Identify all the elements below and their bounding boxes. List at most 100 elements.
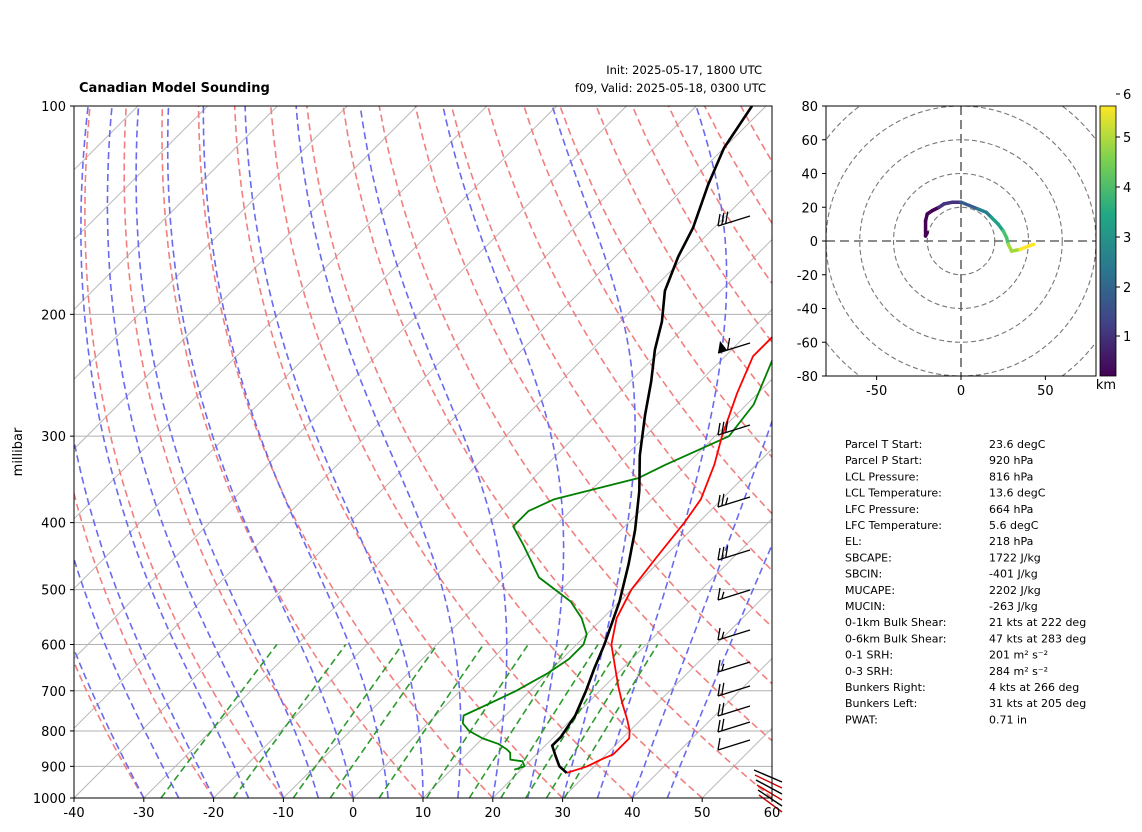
colorbar-tick-label: 5 [1123, 131, 1131, 146]
hodo-y-tick-label: 0 [810, 235, 818, 250]
moist-adiabat [74, 647, 145, 798]
mixing-ratio-line [232, 644, 347, 798]
colorbar-ticks: 1 2 3 4 5 6 [1116, 88, 1131, 345]
y-tick-label: 300 [41, 430, 66, 445]
init-time: Init: 2025-05-17, 1800 UTC [606, 63, 762, 77]
isotherm [701, 727, 772, 798]
y-tick-label: 400 [41, 517, 66, 532]
isotherm [74, 106, 208, 241]
barb-staff [717, 589, 751, 601]
dry-adiabat [74, 659, 145, 798]
moist-adiabat [295, 106, 462, 798]
hodo-y-tick-label: 80 [801, 100, 818, 115]
hodo-y-tick-label: 60 [801, 134, 818, 149]
isotherm [74, 106, 418, 450]
param-label: LFC Pressure: [845, 503, 919, 516]
param-value: 201 m² s⁻² [989, 649, 1048, 662]
isotherm [422, 448, 772, 798]
mixing-ratio-line [545, 644, 642, 798]
x-tick-label: 30 [554, 806, 571, 821]
param-label: MUCIN: [845, 600, 885, 613]
hodo-y-tick-label: -40 [797, 303, 818, 318]
moist-adiabat [74, 437, 215, 798]
dry-adiabat [161, 106, 424, 798]
wind-barb [754, 774, 783, 789]
colorbar-tick-label: 1 [1123, 330, 1131, 345]
param-label: Parcel T Start: [845, 438, 922, 451]
param-value: 284 m² s⁻² [989, 665, 1048, 678]
param-value: -401 J/kg [989, 568, 1038, 581]
isotherm [492, 518, 772, 798]
moist-adiabat [202, 106, 389, 798]
param-label: PWAT: [845, 713, 878, 726]
dry-adiabat [523, 106, 772, 515]
sounding-profiles [461, 106, 772, 774]
param-value: 13.6 degC [989, 487, 1046, 500]
param-label: LCL Temperature: [845, 487, 942, 500]
isotherm [74, 106, 557, 590]
colorbar-label: km [1096, 378, 1116, 393]
mixing-ratio-line [329, 644, 438, 798]
hodo-x-tick-label: 0 [957, 384, 965, 399]
barb-flag [717, 547, 721, 561]
moist-adiabat [166, 106, 354, 798]
wind-barb [717, 659, 751, 673]
isotherm [632, 657, 772, 798]
barb-flag [721, 212, 725, 225]
hodo-x-tick-label: -50 [866, 384, 887, 399]
param-value: 920 hPa [989, 454, 1033, 467]
dry-adiabat [595, 106, 772, 402]
barb-staff [717, 215, 751, 227]
param-label: 0-1km Bulk Shear: [845, 616, 947, 629]
y-axis-label: millibar [11, 427, 26, 476]
valid-time: f09, Valid: 2025-05-18, 0300 UTC [575, 81, 766, 95]
hodo-y-tick-label: -60 [797, 336, 818, 351]
barb-flag [721, 718, 725, 731]
dry-adiabat [123, 106, 354, 798]
y-tick-label: 700 [41, 685, 66, 700]
moist-adiabat [80, 106, 250, 798]
param-label: EL: [845, 535, 862, 548]
parcel-profile [550, 106, 754, 774]
mixing-ratio-line [378, 644, 485, 798]
hodo-x-tick-label: 50 [1037, 384, 1054, 399]
dry-adiabat [777, 106, 1142, 798]
dewpoint-profile [461, 358, 772, 771]
skew-t-plot: -40 -30 -20 -10 0 10 20 30 40 50 60100200300400500… [11, 100, 1142, 821]
param-value: 21 kts at 222 deg [989, 616, 1086, 629]
moist-adiabat [442, 106, 565, 798]
hodo-y-tick-label: 20 [801, 201, 818, 216]
barb-flag [726, 337, 731, 351]
temperature-profile [566, 336, 772, 774]
y-tick-label: 100 [41, 100, 66, 115]
dry-adiabat [378, 106, 772, 742]
barb-flag [725, 497, 729, 505]
mixing-ratio-line [525, 644, 623, 798]
barb-flag [717, 683, 721, 697]
isotherm [74, 106, 488, 520]
wind-barb [717, 420, 751, 436]
chart-title: Canadian Model Sounding [79, 81, 270, 96]
barb-pennant [718, 341, 727, 353]
barb-staff [717, 424, 751, 436]
param-value: 218 hPa [989, 535, 1033, 548]
colorbar-tick-label: 2 [1123, 281, 1131, 296]
wind-barbs [717, 211, 783, 813]
param-label: 0-1 SRH: [845, 649, 893, 662]
barb-staff [717, 342, 751, 354]
wind-barb [717, 545, 751, 561]
isotherm [74, 106, 767, 798]
colorbar-tick-label: 4 [1123, 181, 1131, 196]
barb-staff [754, 774, 783, 789]
barb-flag [717, 719, 721, 733]
hodograph-trace [923, 200, 1036, 253]
mixing-ratio-line [468, 644, 570, 798]
wind-barb [717, 682, 751, 697]
dry-adiabat [306, 106, 703, 798]
barb-staff [756, 784, 783, 801]
y-tick-label: 600 [41, 638, 66, 653]
barb-staff [717, 549, 751, 561]
wind-barb [717, 211, 751, 227]
dry-adiabat [74, 490, 215, 798]
isotherm [74, 106, 348, 380]
